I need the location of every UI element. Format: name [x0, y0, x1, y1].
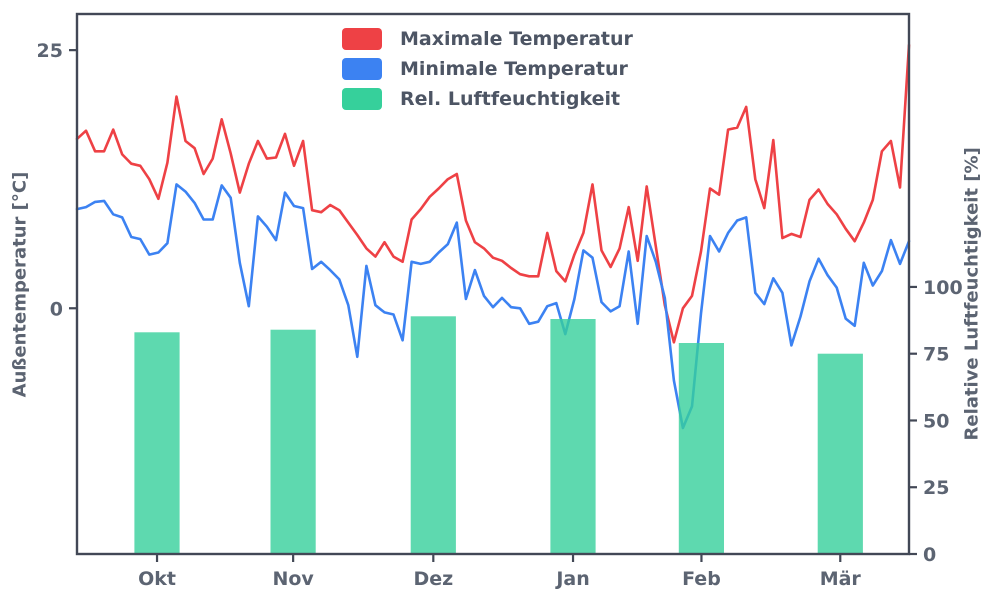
x-axis-ticks: Okt Nov Dez Jan Feb Mär: [138, 554, 861, 590]
legend-label-min-temp: Minimale Temperatur: [400, 58, 628, 80]
month-tick-label: Mär: [820, 568, 862, 590]
month-tick-label: Dez: [413, 568, 453, 590]
max-temp-line: [75, 43, 911, 344]
legend-item-max-temp: Maximale Temperatur: [342, 28, 633, 50]
legend-label-max-temp: Maximale Temperatur: [400, 28, 633, 50]
right-tick-label: 0: [923, 544, 936, 566]
min-temp-swatch-icon: [342, 58, 382, 80]
humidity-bar: [678, 343, 724, 553]
humidity-bar: [550, 319, 596, 553]
legend-item-min-temp: Minimale Temperatur: [342, 58, 633, 80]
right-tick-label: 75: [923, 344, 949, 366]
month-tick-label: Feb: [682, 568, 721, 590]
humidity-bar: [134, 332, 180, 553]
right-tick-label: 25: [923, 477, 949, 499]
humidity-bars: [134, 316, 863, 553]
left-tick-label: 25: [37, 40, 63, 62]
month-tick-label: Nov: [272, 568, 314, 590]
left-tick-label: 0: [50, 298, 63, 320]
max-temp-swatch-icon: [342, 28, 382, 50]
humidity-bar: [270, 329, 316, 553]
right-tick-label: 100: [923, 277, 963, 299]
legend-item-humidity: Rel. Luftfeuchtigkeit: [342, 88, 633, 110]
min-temp-line: [75, 183, 911, 430]
right-axis-ticks: 0 25 50 75 100: [909, 277, 963, 566]
left-axis-title: Außentemperatur [°C]: [9, 171, 31, 398]
month-tick-label: Okt: [138, 568, 176, 590]
legend-label-humidity: Rel. Luftfeuchtigkeit: [400, 88, 621, 110]
month-tick-label: Jan: [554, 568, 589, 590]
right-axis-title: Relative Luftfeuchtigkeit [%]: [961, 147, 983, 441]
humidity-bar: [410, 316, 456, 553]
right-tick-label: 50: [923, 410, 949, 432]
humidity-swatch-icon: [342, 88, 382, 110]
left-axis-ticks: 0 25: [37, 40, 77, 320]
plot-frame: [75, 12, 911, 556]
humidity-bar: [817, 353, 863, 553]
legend: Maximale Temperatur Minimale Temperatur …: [342, 28, 633, 118]
